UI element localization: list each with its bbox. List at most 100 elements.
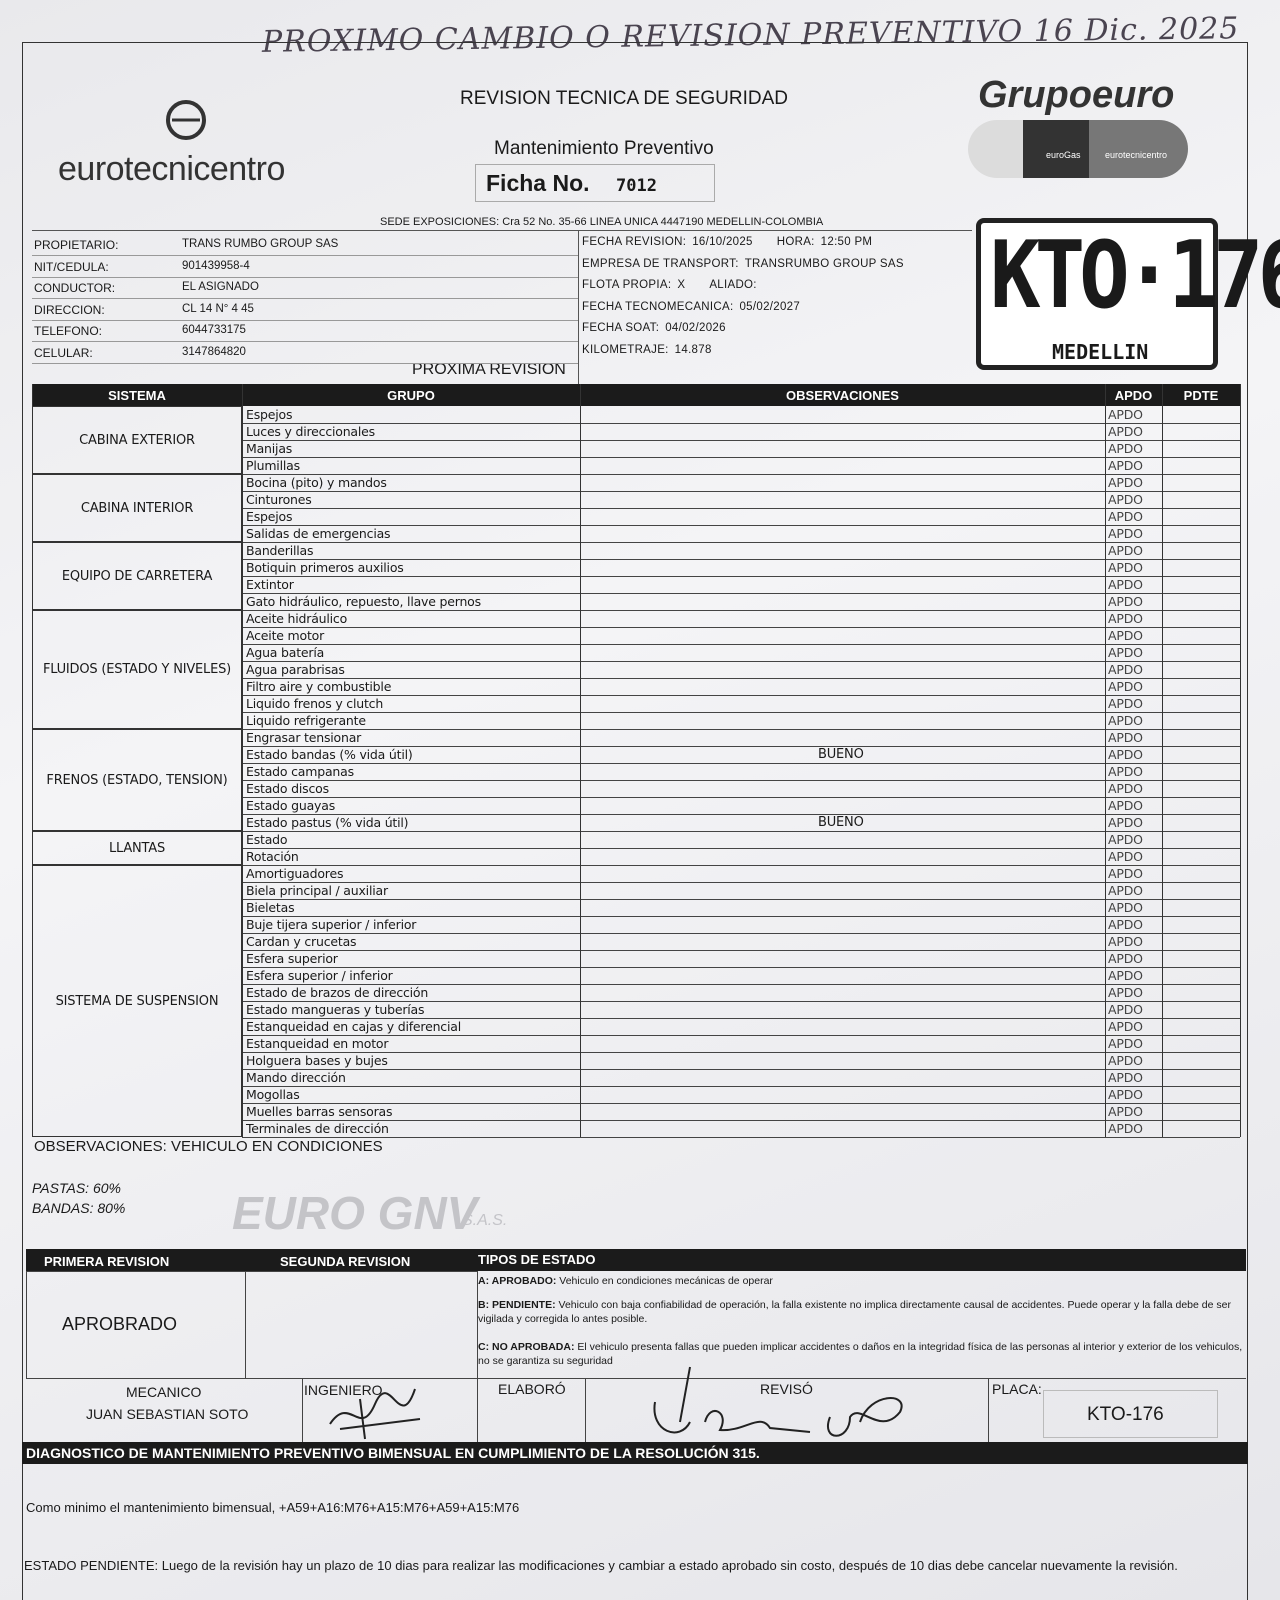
field-value: 16/10/2025 [692, 236, 753, 248]
field-value: 901439958-4 [182, 259, 250, 272]
row-line [242, 916, 1240, 917]
field-value: X [677, 279, 686, 291]
system-cell: FRENOS (ESTADO, TENSION) [32, 729, 242, 831]
reviewer-signature [653, 1366, 903, 1437]
group-cell: Aceite hidráulico [246, 611, 348, 626]
pending-note: ESTADO PENDIENTE: Luego de la revisión h… [24, 1558, 1244, 1574]
group-cell: Engrasar tensionar [246, 730, 362, 745]
group-cell: Estanqueidad en cajas y diferencial [246, 1019, 461, 1034]
row-line [242, 984, 1240, 985]
signature-label: INGENIERO [304, 1382, 383, 1398]
row-line [242, 695, 1240, 696]
group-cell: Salidas de emergencias [246, 526, 391, 541]
observation-note: BANDAS: 80% [32, 1200, 126, 1216]
system-cell: CABINA EXTERIOR [32, 406, 242, 474]
status-apdo: APDO [1108, 917, 1143, 932]
column-header: OBSERVACIONES [786, 388, 899, 403]
group-cell: Buje tijera superior / inferior [246, 917, 417, 932]
row-line [242, 508, 1240, 509]
group-cell: Liquido refrigerante [246, 713, 366, 728]
field-line [32, 341, 578, 342]
vehicle-line: KILOMETRAJE: 14.878 [582, 344, 712, 356]
status-apdo: APDO [1108, 441, 1143, 456]
review-header: TIPOS DE ESTADO [478, 1252, 596, 1267]
row-line [242, 950, 1240, 951]
signature-label: PLACA: [992, 1381, 1042, 1397]
status-apdo: APDO [1108, 1036, 1143, 1051]
status-type: B: PENDIENTE: Vehiculo con baja confiabi… [478, 1298, 1244, 1326]
row-line [242, 797, 1240, 798]
group-cell: Aceite motor [246, 628, 325, 643]
group-cell: Agua batería [246, 645, 325, 660]
column-line [1105, 384, 1106, 1137]
status-apdo: APDO [1108, 509, 1143, 524]
review-box [245, 1271, 478, 1379]
review-header-bar [26, 1249, 1246, 1271]
mechanic-name: JUAN SEBASTIAN SOTO [86, 1406, 249, 1422]
group-cell: Estado [246, 832, 288, 847]
group-cell: Rotación [246, 849, 299, 864]
column-header: PDTE [1183, 388, 1219, 403]
status-apdo: APDO [1108, 543, 1143, 558]
status-apdo: APDO [1108, 611, 1143, 626]
signature-divider [302, 1378, 303, 1444]
engineer-signature [329, 1388, 421, 1440]
column-header: SISTEMA [108, 388, 166, 403]
diagnostic: DIAGNOSTICO DE MANTENIMIENTO PREVENTIVO … [26, 1445, 760, 1461]
plate-value: KTO-176 [1087, 1404, 1164, 1425]
group-cell: Estado bandas (% vida útil) [246, 747, 413, 762]
row-line [242, 1069, 1240, 1070]
column-line [242, 384, 243, 1137]
field-label: DIRECCION: [34, 302, 105, 317]
field-line [32, 362, 578, 364]
field-value: TRANSRUMBO GROUP SAS [744, 257, 904, 270]
status-apdo: APDO [1108, 849, 1143, 864]
group-cell: Manijas [246, 441, 293, 456]
group-cell: Mogollas [246, 1087, 300, 1102]
row-line [242, 491, 1240, 492]
field-label: FECHA SOAT: [582, 322, 660, 334]
plate-box [1043, 1390, 1218, 1438]
row-line [242, 525, 1240, 526]
status-apdo: APDO [1108, 577, 1143, 592]
row-line [242, 474, 1240, 475]
diagnostic-bar [22, 1442, 1248, 1464]
row-line [242, 933, 1240, 934]
row-line [242, 610, 1240, 611]
row-line [242, 1086, 1240, 1087]
pending-text: Luego de la revisión hay un plazo de 10 … [161, 1558, 1178, 1573]
system-cell: CABINA INTERIOR [32, 474, 242, 542]
group-cell: Esfera superior [246, 951, 338, 966]
status-apdo: APDO [1108, 645, 1143, 660]
row-line [242, 1018, 1240, 1019]
row-line [242, 440, 1240, 441]
row-line [242, 423, 1240, 424]
group-cell: Terminales de dirección [246, 1121, 389, 1136]
brand-logo: eurotecnicentro [1105, 150, 1168, 160]
observation: BUENO [818, 747, 864, 762]
field-value: TRANS RUMBO GROUP SAS [182, 238, 339, 250]
group-cell: Estado de brazos de dirección [246, 985, 429, 1000]
row-line [242, 780, 1240, 781]
maintenance-note: Como minimo el mantenimiento bimensual, … [26, 1500, 520, 1515]
row-line [242, 729, 1240, 730]
review-header: SEGUNDA REVISION [280, 1254, 411, 1269]
row-line [242, 593, 1240, 594]
status-apdo: APDO [1108, 934, 1143, 949]
field-label: EMPRESA DE TRANSPORT: [582, 257, 739, 270]
row-line [242, 678, 1240, 679]
vehicle-line: EMPRESA DE TRANSPORT: TRANSRUMBO GROUP SA… [582, 258, 904, 270]
brand: Grupoeuro [978, 74, 1175, 116]
plate [976, 218, 1218, 370]
vehicle-line: FECHA REVISION: 16/10/2025 HORA: 12:50 PM [582, 236, 872, 248]
group-cell: Muelles barras sensoras [246, 1104, 393, 1119]
status-apdo: APDO [1108, 798, 1143, 813]
status-text: Vehiculo en condiciones mecánicas de ope… [559, 1275, 773, 1287]
status-type: A: APROBADO: Vehiculo en condiciones mec… [478, 1274, 1244, 1288]
row-line [242, 848, 1240, 849]
first-result: APROBRADO [62, 1314, 178, 1334]
signature-divider [585, 1378, 586, 1444]
form-title: REVISION TECNICA DE SEGURIDAD [460, 88, 788, 109]
company-logo: eurotecnicentro [58, 150, 285, 188]
vehicle-line: FLOTA PROPIA: X ALIADO: [582, 279, 757, 291]
